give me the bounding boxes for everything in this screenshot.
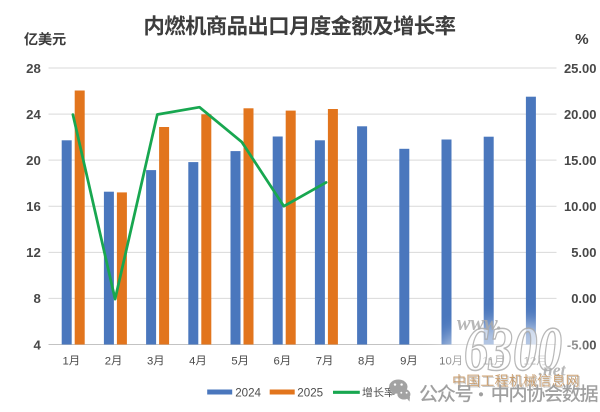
svg-text:1: 1 (63, 355, 69, 367)
svg-text:9: 9 (400, 355, 406, 367)
svg-text:8: 8 (358, 355, 364, 367)
svg-text:2: 2 (105, 355, 111, 367)
svg-text:4: 4 (33, 337, 41, 352)
svg-text:25.00: 25.00 (564, 61, 597, 76)
svg-text:20.00: 20.00 (564, 107, 597, 122)
svg-text:2024: 2024 (235, 387, 261, 400)
svg-text:6: 6 (274, 355, 280, 367)
svg-text:24: 24 (26, 107, 41, 122)
svg-text:7: 7 (316, 355, 322, 367)
svg-text:www.: www. (457, 310, 502, 335)
svg-text:6300: 6300 (464, 316, 562, 384)
svg-text:20: 20 (26, 153, 41, 168)
svg-text:2025: 2025 (297, 387, 323, 400)
svg-text:28: 28 (26, 61, 41, 76)
svg-text:4: 4 (189, 355, 195, 367)
svg-text:10.00: 10.00 (564, 199, 597, 214)
svg-text:15.00: 15.00 (564, 153, 597, 168)
svg-text:0.00: 0.00 (571, 291, 596, 306)
svg-text:5.00: 5.00 (571, 245, 596, 260)
svg-text:5: 5 (231, 355, 237, 367)
svg-text:12: 12 (26, 245, 41, 260)
svg-text:16: 16 (26, 199, 41, 214)
svg-text:3: 3 (147, 355, 153, 367)
svg-text:8: 8 (33, 291, 40, 306)
svg-text:%: % (575, 31, 589, 48)
